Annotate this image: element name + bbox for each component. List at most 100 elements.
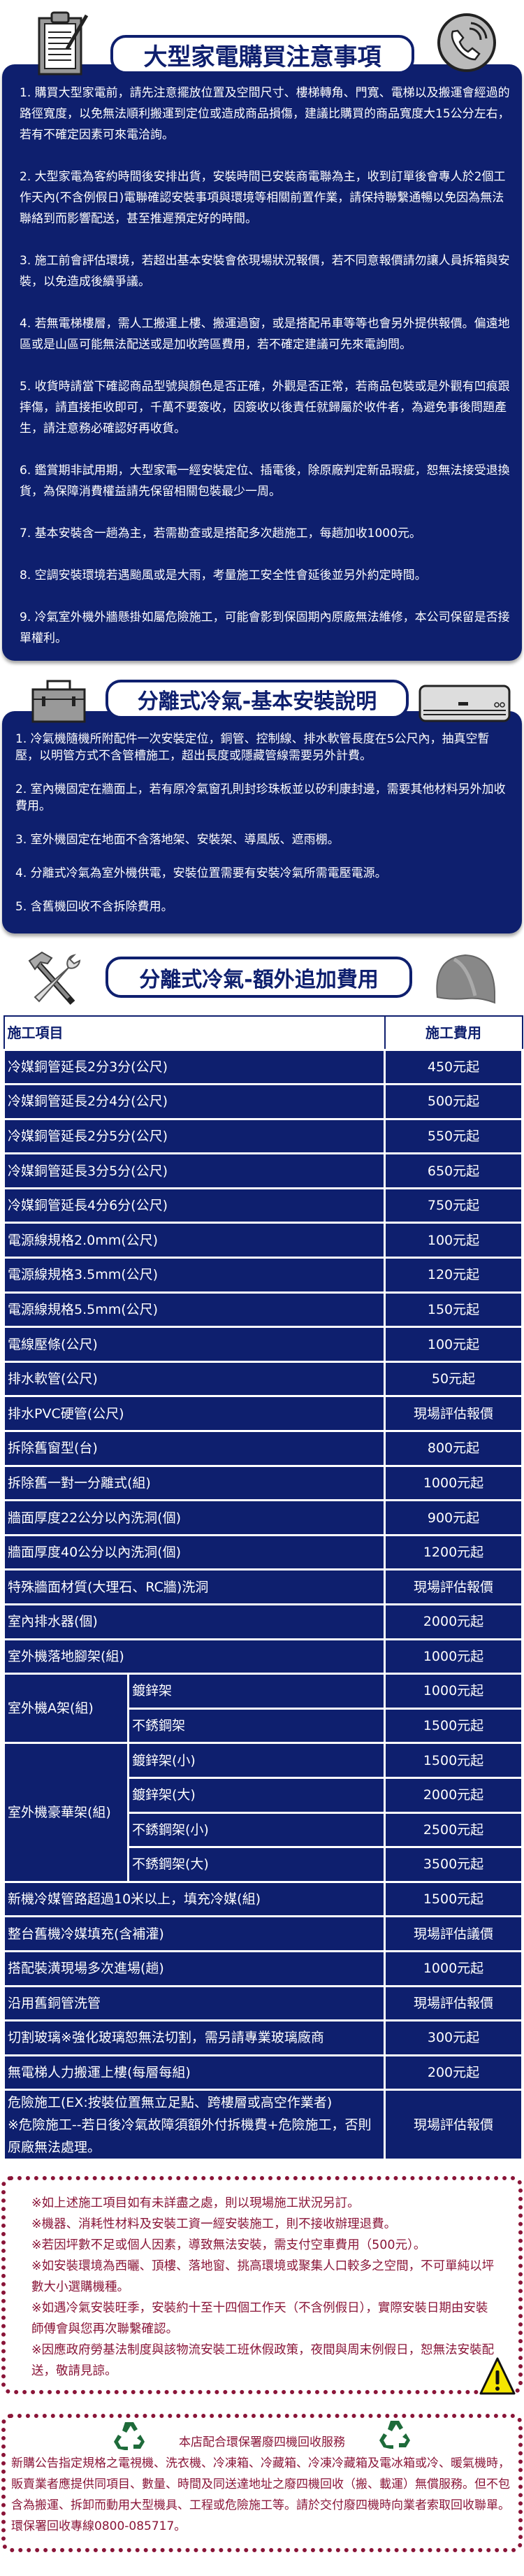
row-price: 300元起 (384, 2019, 523, 2056)
table-row: 電源線規格2.0mm(公尺) 100元起 (3, 1222, 523, 1259)
row-price: 650元起 (384, 1152, 523, 1189)
row-price: 120元起 (384, 1257, 523, 1294)
row-item: 冷媒銅管延長2分4分(公尺) (3, 1083, 386, 1120)
install-item: 2. 室內機固定在牆面上，若有原冷氣窗孔則封珍珠板並以矽利康封邊，需要其他材料另… (15, 782, 506, 813)
air-conditioner-icon (419, 685, 511, 722)
row-item-note: ※危險施工--若日後冷氣故障須額外付拆機費+危險施工，否則原廠無法處理。 (8, 2117, 372, 2155)
recycle-icon (379, 2421, 410, 2449)
row-item: 牆面厚度40公分以內洗洞(個) (3, 1533, 386, 1571)
row-price: 3500元起 (384, 1846, 523, 1883)
table-row: 新機冷媒管路超過10米以上，填充冷媒(組) 1500元起 (3, 1880, 523, 1918)
row-price: 現場評估報價 (384, 2089, 523, 2161)
row-group-label: 室外機豪華架(組) (3, 1742, 129, 1883)
note-item: ※如遇冷氣安裝旺季，安裝約十至十四個工作天（不含例假日），實際安裝日期由安裝師傅… (31, 2301, 488, 2336)
row-item: 電線壓條(公尺) (3, 1326, 386, 1363)
row-price: 現場評估議價 (384, 1915, 523, 1952)
row-price: 現場評估報價 (384, 1568, 523, 1605)
row-item: 冷媒銅管延長2分3分(公尺) (3, 1048, 386, 1086)
notice-list: 1. 購買大型家電前，請先注意擺放位置及空間尺寸、樓梯轉角、門寬、電梯以及搬運會… (20, 83, 513, 670)
notes-box: ※如上述施工項目如有未詳盡之處，則以現場施工狀況另訂。 ※機器、消耗性材料及安裝… (1, 2176, 523, 2394)
row-price: 1000元起 (384, 1949, 523, 1987)
row-item: 搭配裝潢現場多次進場(趟) (3, 1949, 386, 1987)
row-item: 電源線規格3.5mm(公尺) (3, 1257, 386, 1294)
warning-icon (479, 2357, 516, 2395)
table-row: 排水PVC硬管(公尺) 現場評估報價 (3, 1395, 523, 1433)
row-price: 50元起 (384, 1360, 523, 1398)
row-item: 冷媒銅管延長2分5分(公尺) (3, 1117, 386, 1155)
table-row: 冷媒銅管延長4分6分(公尺) 750元起 (3, 1187, 523, 1224)
recycle-box: 本店配合環保署廢四機回收服務 新購公告指定規格之電視機、洗衣機、冷凍箱、冷藏箱、… (1, 2414, 523, 2552)
table-header-row: 施工項目 施工費用 (3, 1015, 523, 1050)
install-item: 5. 含舊機回收不含拆除費用。 (15, 900, 173, 914)
row-item: 拆除舊窗型(台) (3, 1430, 386, 1467)
row-price: 1000元起 (384, 1464, 523, 1502)
table-row: 冷媒銅管延長2分4分(公尺) 500元起 (3, 1083, 523, 1120)
recycle-title: 本店配合環保署廢四機回收服務 (179, 2435, 345, 2449)
notice-item: 4. 若無電梯樓層，需人工搬運上樓、搬運過窗，或是搭配吊車等等也會另外提供報價。… (20, 317, 510, 352)
row-item: 排水PVC硬管(公尺) (3, 1395, 386, 1433)
row-price: 1200元起 (384, 1533, 523, 1571)
row-price: 2500元起 (384, 1811, 523, 1849)
table-row: 電源線規格5.5mm(公尺) 150元起 (3, 1291, 523, 1329)
table-row: 不銹鋼架 1500元起 (4, 1707, 523, 1745)
table-row: 室外機豪華架(組) 鍍鋅架(小) 1500元起 (3, 1742, 523, 1883)
notice-item: 2. 大型家電為客約時間後安排出貨，安裝時間已安裝商電聯為主，收到訂單後會專人於… (20, 170, 506, 226)
table-row: 切割玻璃※強化玻璃恕無法切割，需另請專業玻璃廠商 300元起 (3, 2019, 523, 2056)
table-row: 整台舊機冷媒填充(含補灌) 現場評估議價 (3, 1915, 523, 1952)
fees-table-body: 冷媒銅管延長2分3分(公尺) 450元起 冷媒銅管延長2分4分(公尺) 500元起 冷媒… (3, 1048, 523, 2161)
note-item: ※如安裝環境為西曬、頂樓、落地窗、挑高環境或聚集人口較多之空間，不可單純以坪數大… (31, 2259, 495, 2294)
install-item: 1. 冷氣機隨機所附配件一次安裝定位，銅管、控制線、排水軟管長度在5公尺內，抽真… (15, 732, 490, 763)
table-row: 不銹鋼架(大) 3500元起 (4, 1846, 523, 1883)
notice-item: 9. 冷氣室外機外牆懸掛如屬危險施工，可能會影到保固期內原廠無法維修，本公司保留… (20, 610, 510, 645)
table-row: 鍍鋅架(大) 2000元起 (4, 1776, 523, 1814)
table-row: 排水軟管(公尺) 50元起 (3, 1360, 523, 1398)
notice-item: 6. 鑑賞期非試用期，大型家電一經安裝定位、插電後，除原廠判定新品瑕疵，恕無法接… (20, 464, 510, 499)
row-price: 1500元起 (384, 1880, 523, 1918)
notice-item: 7. 基本安裝含一趟為主，若需勘查或是搭配多次趟施工，每趟加收1000元。 (20, 527, 421, 541)
table-row: 室外機落地腳架(組) 1000元起 (3, 1638, 523, 1675)
row-item: 新機冷媒管路超過10米以上，填充冷媒(組) (3, 1880, 386, 1918)
row-item: 危險施工(EX:按裝位置無立足點、跨樓層或高空作業者) ※危險施工--若日後冷氣故… (3, 2089, 386, 2161)
row-item: 特殊牆面材質(大理石、RC牆)洗洞 (3, 1568, 386, 1605)
table-row: 搭配裝潢現場多次進場(趟) 1000元起 (3, 1949, 523, 1987)
row-group-label: 室外機A架(組) (3, 1673, 129, 1745)
row-price: 450元起 (384, 1048, 523, 1086)
row-price: 200元起 (384, 2054, 523, 2091)
hard-hat-icon (436, 954, 495, 1004)
row-sub-item: 不銹鋼架(小) (127, 1811, 386, 1849)
table-row: 冷媒銅管延長2分5分(公尺) 550元起 (3, 1117, 523, 1155)
row-price: 1500元起 (384, 1742, 523, 1779)
install-list: 1. 冷氣機隨機所附配件一次安裝定位，銅管、控制線、排水軟管長度在5公尺內，抽真… (15, 731, 513, 932)
note-item: ※如上述施工項目如有未詳盡之處，則以現場施工狀況另訂。 (31, 2196, 360, 2210)
notice-panel (2, 64, 522, 661)
install-title: 分離式冷氣-基本安裝說明 (105, 680, 409, 719)
phone-icon (437, 13, 496, 72)
table-row: 室內排水器(個) 2000元起 (3, 1603, 523, 1640)
recycle-icon (114, 2422, 145, 2450)
notice-item: 1. 購買大型家電前，請先注意擺放位置及空間尺寸、樓梯轉角、門寬、電梯以及搬運會… (20, 86, 510, 142)
row-sub-item: 不銹鋼架 (127, 1707, 386, 1745)
toolbox-icon (31, 680, 86, 723)
clipboard-icon (38, 11, 89, 76)
row-item: 切割玻璃※強化玻璃恕無法切割，需另請專業玻璃廠商 (3, 2019, 386, 2056)
row-price: 800元起 (384, 1430, 523, 1467)
fees-table: 施工項目 施工費用 冷媒銅管延長2分3分(公尺) 450元起 冷媒銅管延長2分4分(… (3, 1015, 523, 2161)
table-row: 冷媒銅管延長2分3分(公尺) 450元起 (3, 1048, 523, 1086)
row-price: 現場評估報價 (384, 1984, 523, 2022)
row-item: 無電梯人力搬運上樓(每層每組) (3, 2054, 386, 2091)
row-item: 拆除舊一對一分離式(組) (3, 1464, 386, 1502)
table-row: 不銹鋼架(小) 2500元起 (4, 1811, 523, 1849)
row-price: 550元起 (384, 1117, 523, 1155)
notice-item: 3. 施工前會評估環境，若超出基本安裝會依現場狀況報價，若不同意報價請勿讓人員拆… (20, 254, 510, 289)
row-price: 1000元起 (384, 1673, 523, 1710)
table-row: 電源線規格3.5mm(公尺) 120元起 (3, 1257, 523, 1294)
recycle-body: 新購公告指定規格之電視機、洗衣機、冷凍箱、冷藏箱、冷凍冷藏箱及電冰箱或冷、暖氣機… (11, 2456, 510, 2533)
row-item: 電源線規格5.5mm(公尺) (3, 1291, 386, 1329)
row-price: 現場評估報價 (384, 1395, 523, 1433)
fees-title: 分離式冷氣-額外追加費用 (105, 957, 412, 998)
notice-title: 大型家電購買注意事項 (110, 35, 414, 74)
row-price: 150元起 (384, 1291, 523, 1329)
row-price: 500元起 (384, 1083, 523, 1120)
table-row: 冷媒銅管延長3分5分(公尺) 650元起 (3, 1152, 523, 1189)
row-sub-item: 不銹鋼架(大) (127, 1846, 386, 1883)
